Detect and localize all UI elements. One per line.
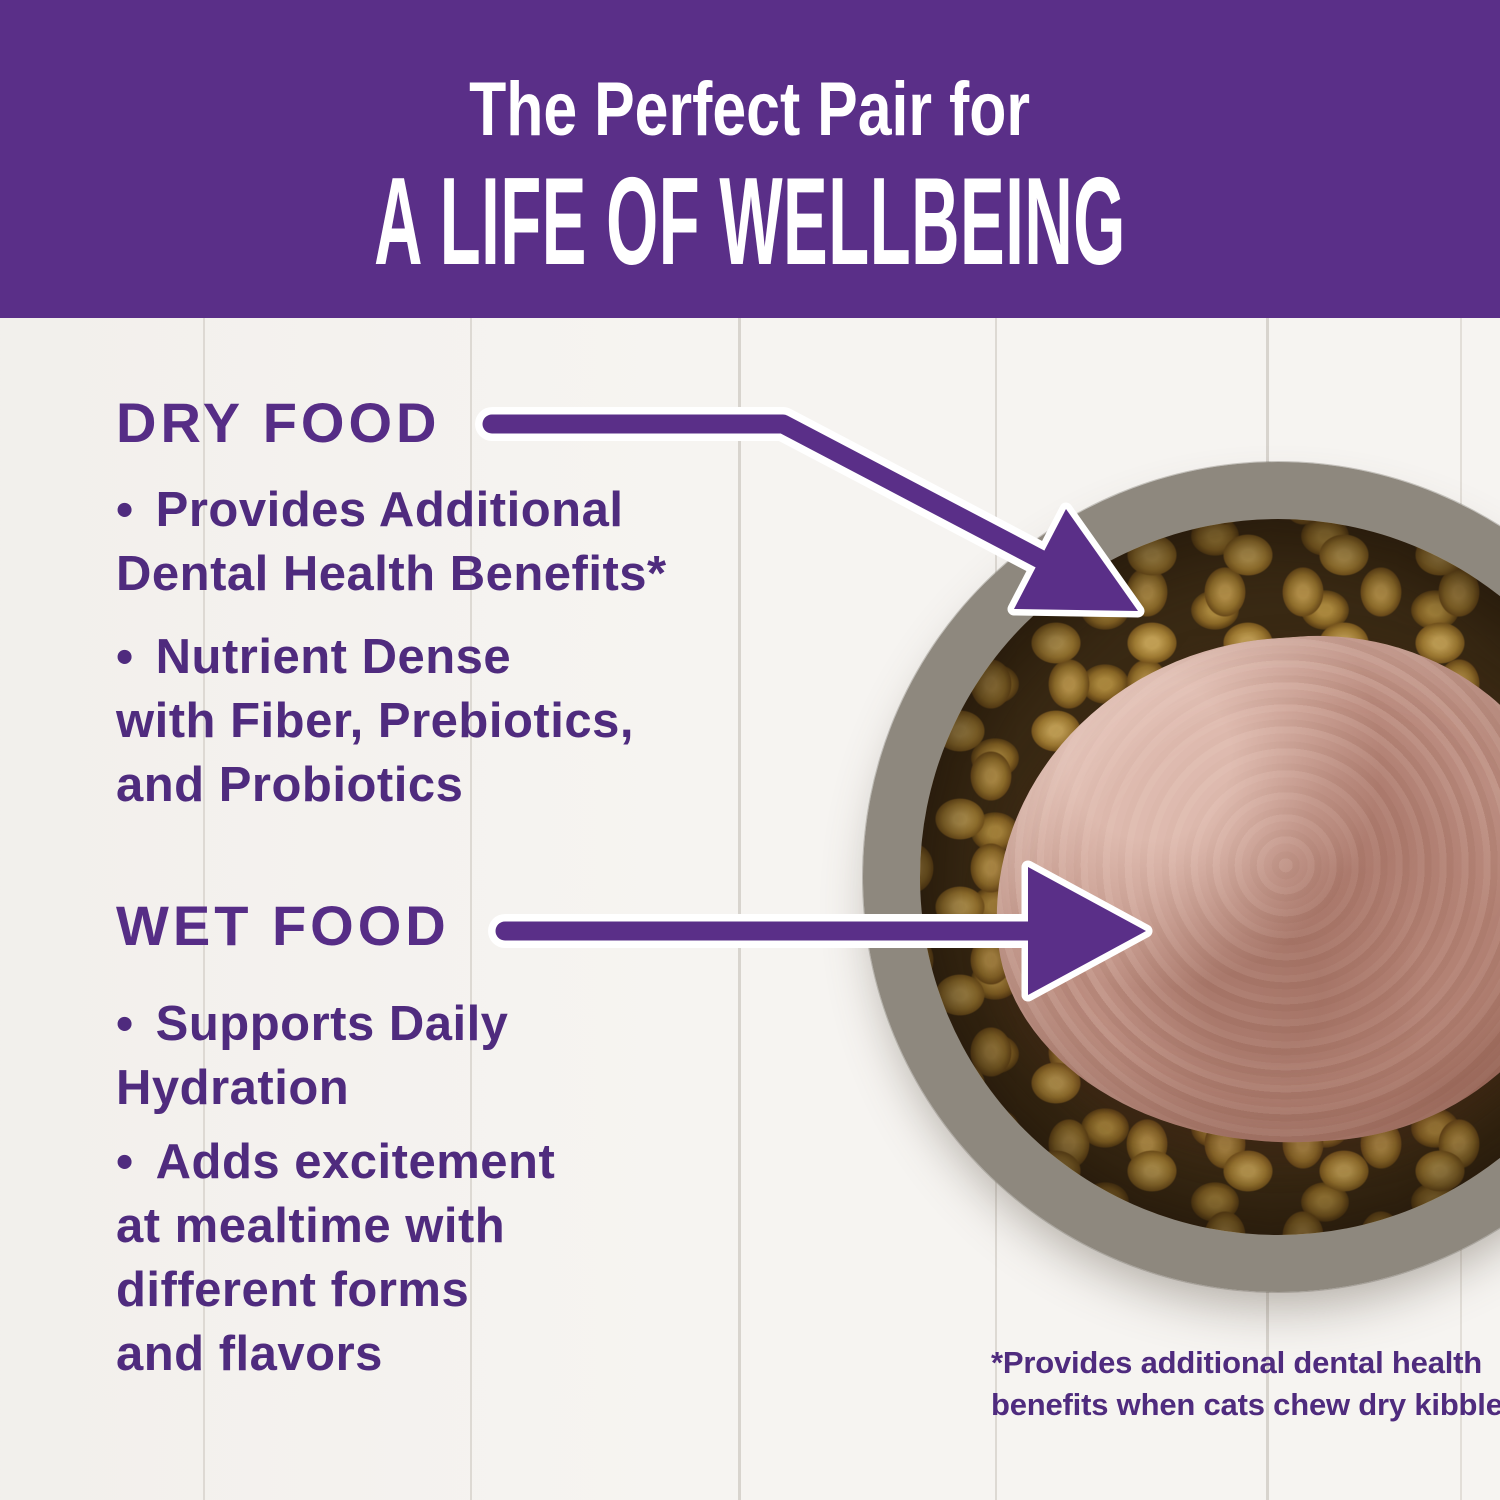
footnote-line: benefits when cats chew dry kibble — [991, 1387, 1500, 1422]
wet-food-bullet-hydration: • Supports Daily Hydration — [116, 992, 508, 1120]
headline-line2: A LIFE OF WELLBEING — [374, 153, 1126, 291]
footnote-line: *Provides additional dental health — [991, 1345, 1483, 1380]
bullet-line: different forms — [116, 1263, 470, 1317]
footnote: *Provides additional dental health benef… — [991, 1342, 1500, 1426]
bullet-line: Dental Health Benefits* — [116, 547, 667, 601]
headline-banner: The Perfect Pair for A LIFE OF WELLBEING — [0, 0, 1500, 318]
bullet-line: at mealtime with — [116, 1199, 506, 1253]
bullet-line: with Fiber, Prebiotics, — [116, 694, 634, 748]
bullet-dot-icon: • — [116, 483, 134, 537]
bullet-line: • Provides Additional — [116, 483, 624, 537]
dry-food-bullet-nutrient: • Nutrient Dense with Fiber, Prebiotics, … — [116, 625, 634, 817]
dry-food-heading: DRY FOOD — [116, 391, 441, 454]
bullet-line: • Supports Daily — [116, 997, 509, 1051]
wet-food-heading: WET FOOD — [116, 894, 450, 957]
bullet-line: • Nutrient Dense — [116, 630, 512, 684]
bullet-line: • Adds excitement — [116, 1135, 556, 1189]
bullet-line: and Probiotics — [116, 758, 464, 812]
wet-food-bullet-excitement: • Adds excitement at mealtime with differ… — [116, 1130, 555, 1386]
bullet-dot-icon: • — [116, 1135, 134, 1189]
bullet-dot-icon: • — [116, 630, 134, 684]
bullet-line: and flavors — [116, 1327, 383, 1381]
bullet-dot-icon: • — [116, 997, 134, 1051]
headline-line1: The Perfect Pair for — [469, 67, 1031, 152]
dry-food-bullet-dental: • Provides Additional Dental Health Benef… — [116, 478, 667, 606]
bullet-line: Hydration — [116, 1061, 350, 1115]
